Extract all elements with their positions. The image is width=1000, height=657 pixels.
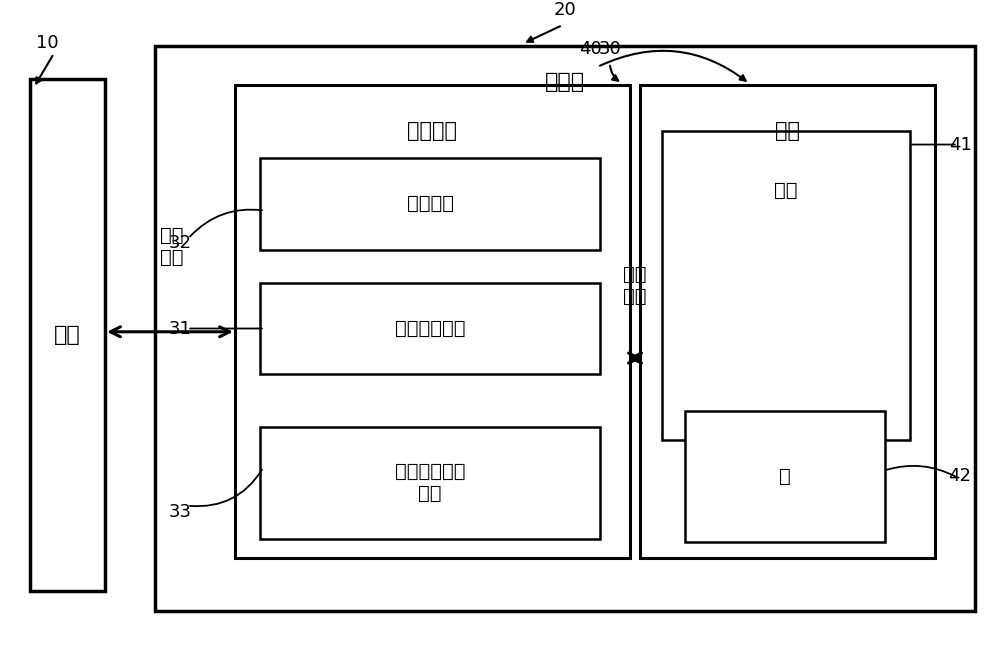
Text: 20: 20 bbox=[554, 1, 576, 19]
Text: 41: 41 bbox=[949, 135, 971, 154]
Text: 闪存
接口: 闪存 接口 bbox=[623, 265, 647, 306]
Bar bbox=[260, 427, 600, 539]
Text: 40: 40 bbox=[579, 40, 601, 58]
Text: 主控制器: 主控制器 bbox=[408, 122, 458, 141]
Bar bbox=[155, 46, 975, 611]
Text: 42: 42 bbox=[949, 467, 972, 486]
Text: 闪存: 闪存 bbox=[775, 122, 800, 141]
Bar bbox=[662, 131, 910, 440]
Text: 31: 31 bbox=[169, 319, 191, 338]
Text: 区块: 区块 bbox=[774, 181, 798, 200]
Text: 主机: 主机 bbox=[54, 325, 81, 345]
Bar bbox=[260, 283, 600, 374]
Text: 中央处理单元: 中央处理单元 bbox=[395, 319, 465, 338]
Bar bbox=[30, 79, 105, 591]
Text: 存储器: 存储器 bbox=[545, 72, 585, 92]
Text: 页: 页 bbox=[779, 467, 791, 486]
Text: 10: 10 bbox=[36, 34, 59, 52]
Text: 缓存单元: 缓存单元 bbox=[407, 194, 454, 213]
Bar bbox=[235, 85, 630, 558]
Text: 静态随机存储
单元: 静态随机存储 单元 bbox=[395, 463, 465, 503]
Text: 30: 30 bbox=[599, 40, 621, 58]
Bar bbox=[640, 85, 935, 558]
Bar bbox=[260, 158, 600, 250]
Text: 33: 33 bbox=[168, 503, 192, 522]
Text: 总线
接口: 总线 接口 bbox=[160, 226, 184, 267]
Bar bbox=[685, 411, 885, 542]
Text: 32: 32 bbox=[168, 234, 192, 252]
